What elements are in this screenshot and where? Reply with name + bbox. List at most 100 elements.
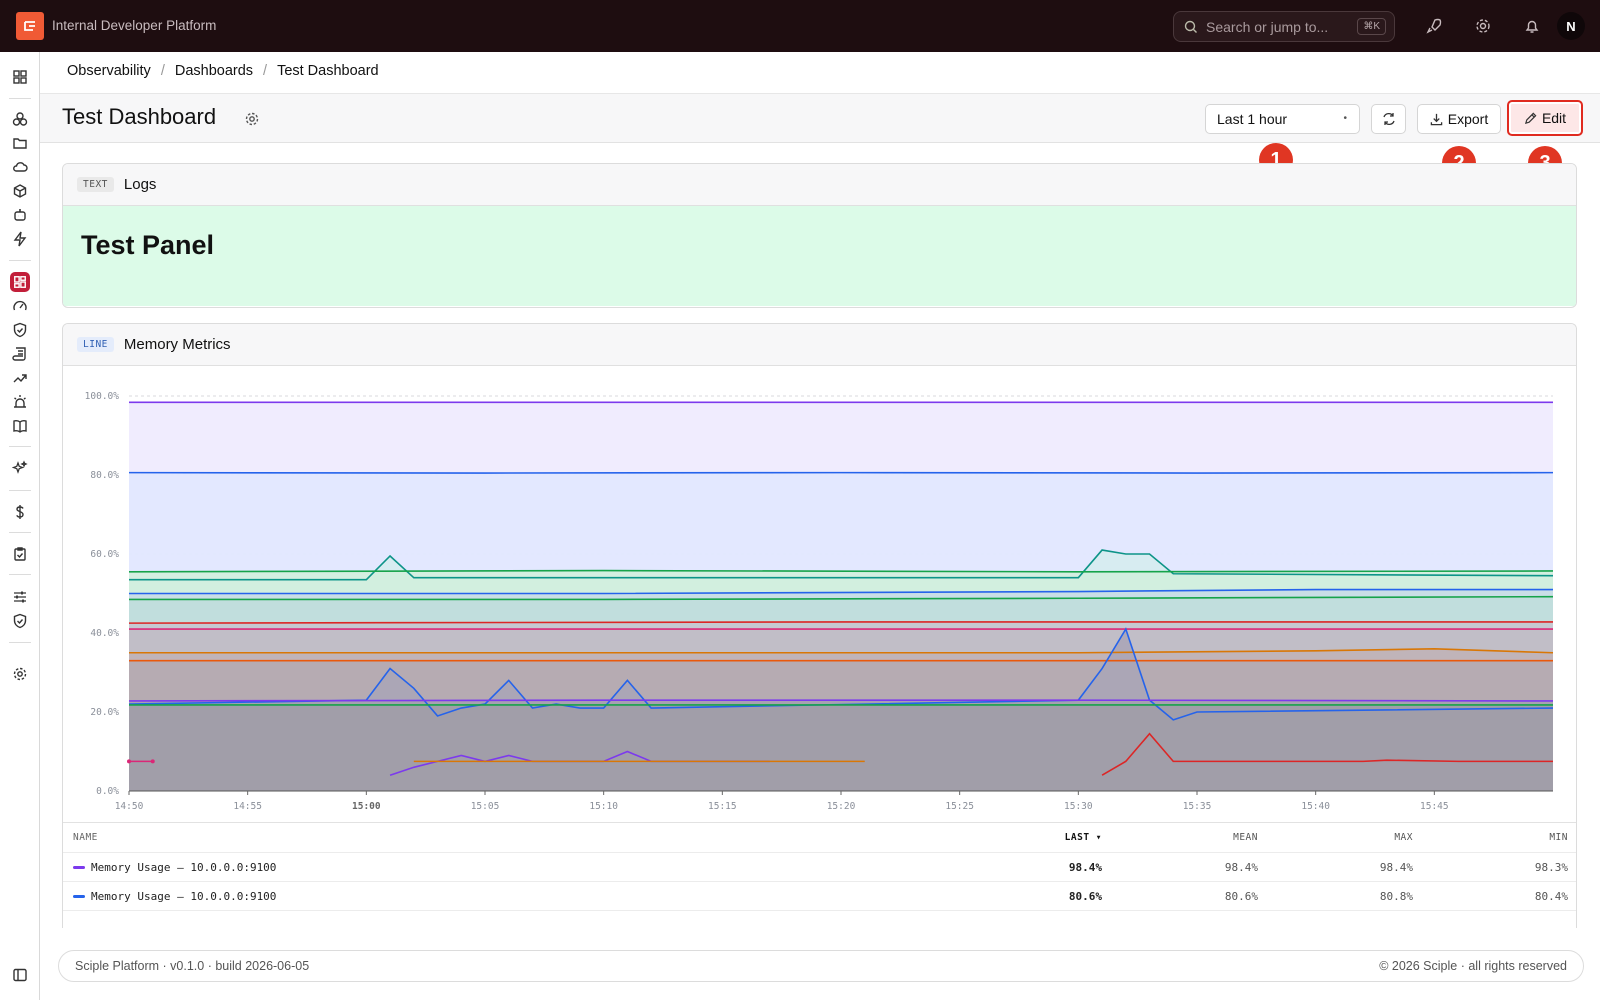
legend-min: 98.3% bbox=[1534, 860, 1568, 874]
dollar-icon[interactable] bbox=[10, 502, 30, 522]
clipboard-check-icon[interactable] bbox=[10, 544, 30, 564]
gear-icon[interactable] bbox=[1471, 14, 1495, 38]
legend-col-max[interactable]: MAX bbox=[1394, 832, 1413, 843]
rocket-icon[interactable] bbox=[1422, 14, 1446, 38]
y-tick-label: 20.0% bbox=[90, 707, 119, 718]
line-panel: LINE Memory Metrics 0.0% 20.0% 40.0% 60.0% 8… bbox=[62, 323, 1577, 928]
series-line bbox=[389, 750, 770, 776]
series-area bbox=[129, 704, 1553, 791]
y-tick-label: 40.0% bbox=[90, 628, 119, 639]
y-tick-label: 0.0% bbox=[96, 786, 119, 797]
sidebar bbox=[0, 52, 40, 1000]
gauge-icon[interactable] bbox=[10, 296, 30, 316]
series-line bbox=[129, 549, 1554, 581]
series-line bbox=[129, 647, 1554, 654]
time-range-select[interactable]: Last 1 hour • bbox=[1205, 104, 1360, 134]
panel-type-tag: LINE bbox=[77, 337, 114, 352]
export-button[interactable]: Export bbox=[1417, 104, 1501, 134]
edit-label: Edit bbox=[1541, 110, 1567, 126]
bell-icon[interactable] bbox=[1520, 14, 1544, 38]
search-icon bbox=[1184, 20, 1197, 33]
search-box[interactable]: ⌘K bbox=[1173, 11, 1395, 42]
sidebar-divider bbox=[9, 532, 31, 533]
legend-col-min[interactable]: MIN bbox=[1549, 832, 1568, 843]
x-tick-label: 15:15 bbox=[708, 801, 737, 812]
series-line bbox=[128, 621, 1553, 624]
series-point bbox=[150, 759, 155, 764]
legend-col-last[interactable]: LAST ▾ bbox=[1064, 832, 1102, 843]
x-tick-label: 14:55 bbox=[233, 801, 262, 812]
scroll-icon[interactable] bbox=[10, 344, 30, 364]
x-tick-label: 15:30 bbox=[1064, 801, 1093, 812]
grid-icon[interactable] bbox=[10, 67, 30, 87]
chevron-down-icon: • bbox=[1343, 113, 1347, 124]
dashboard-header bbox=[40, 93, 1600, 143]
download-icon bbox=[1430, 113, 1443, 125]
legend-swatch bbox=[73, 865, 85, 869]
sparkles-icon[interactable] bbox=[10, 458, 30, 478]
legend-min: 80.4% bbox=[1534, 889, 1568, 903]
memory-chart-svg: 0.0% 20.0% 40.0% 60.0% 80.0% 100.0% 14:50 14:55… bbox=[85, 391, 1554, 812]
breadcrumb-observability[interactable]: Observability bbox=[67, 63, 151, 79]
x-tick-label: 15:40 bbox=[1301, 801, 1330, 812]
footer: Sciple Platform · v0.1.0 · build 2026-06… bbox=[58, 950, 1584, 982]
series-line bbox=[129, 595, 1554, 601]
legend-col-mean[interactable]: MEAN bbox=[1233, 832, 1258, 843]
text-panel-body: Test Panel bbox=[63, 206, 1576, 306]
x-tick-label: 15:05 bbox=[471, 801, 500, 812]
breadcrumb-separator: / bbox=[160, 63, 165, 79]
trend-icon[interactable] bbox=[10, 368, 30, 388]
x-tick-label: 14:50 bbox=[115, 801, 144, 812]
time-range-value: Last 1 hour bbox=[1217, 111, 1288, 127]
legend-max: 98.4% bbox=[1379, 860, 1413, 874]
legend-series-label: Memory Usage — 10.0.0.0:9100 bbox=[91, 860, 277, 874]
legend-series-name: Memory Usage — 10.0.0.0:9100 bbox=[73, 890, 276, 903]
breadcrumb-dashboards[interactable]: Dashboards bbox=[174, 63, 254, 79]
page-title: Test Dashboard bbox=[62, 104, 217, 129]
x-tick-label: 15:25 bbox=[945, 801, 974, 812]
cube-icon[interactable] bbox=[10, 181, 30, 201]
robot-icon[interactable] bbox=[10, 205, 30, 225]
settings-icon[interactable] bbox=[10, 664, 30, 684]
breadcrumb-separator: / bbox=[263, 63, 268, 79]
refresh-icon bbox=[1382, 112, 1395, 126]
app-logo[interactable] bbox=[16, 12, 44, 40]
footer-version: Sciple Platform · v0.1.0 · build 2026-06… bbox=[75, 959, 310, 973]
breadcrumb-current: Test Dashboard bbox=[277, 63, 379, 79]
cloud-icon[interactable] bbox=[10, 157, 30, 177]
y-tick-label: 100.0% bbox=[85, 391, 120, 402]
sliders-icon[interactable] bbox=[10, 587, 30, 607]
x-tick-label: 15:45 bbox=[1420, 801, 1449, 812]
legend-series-label: Memory Usage — 10.0.0.0:9100 bbox=[91, 889, 277, 903]
series-line bbox=[1101, 732, 1553, 776]
legend-col-name[interactable]: NAME bbox=[73, 832, 98, 843]
dashboard-settings-icon[interactable] bbox=[244, 111, 260, 132]
panel-header: TEXT Logs bbox=[63, 164, 1576, 206]
y-tick-label: 80.0% bbox=[90, 470, 119, 481]
sidebar-toggle-icon[interactable] bbox=[10, 965, 30, 985]
refresh-button[interactable] bbox=[1371, 104, 1406, 134]
pencil-icon bbox=[1524, 112, 1537, 124]
folder-icon[interactable] bbox=[10, 133, 30, 153]
components-icon[interactable] bbox=[10, 109, 30, 129]
book-icon[interactable] bbox=[10, 416, 30, 436]
shield-check-icon[interactable] bbox=[10, 320, 30, 340]
legend-row[interactable]: Memory Usage — 10.0.0.0:9100 80.6% 80.6%… bbox=[63, 882, 1576, 911]
legend-row[interactable]: Memory Usage — 10.0.0.0:9100 98.4% 98.4%… bbox=[63, 853, 1576, 882]
edit-button[interactable]: Edit bbox=[1507, 100, 1583, 136]
dashboard-icon[interactable] bbox=[10, 272, 30, 292]
panel-title: Memory Metrics bbox=[123, 336, 231, 353]
sidebar-divider bbox=[9, 260, 31, 261]
logo-icon bbox=[24, 21, 35, 31]
y-tick-label: 60.0% bbox=[90, 549, 119, 560]
legend-last: 98.4% bbox=[1068, 860, 1102, 874]
series-line bbox=[128, 699, 1554, 702]
siren-icon[interactable] bbox=[10, 392, 30, 412]
search-input[interactable] bbox=[1206, 18, 1356, 35]
x-tick-label: 15:20 bbox=[827, 801, 856, 812]
sidebar-divider bbox=[9, 98, 31, 99]
bolt-icon[interactable] bbox=[10, 229, 30, 249]
shield-icon[interactable] bbox=[10, 611, 30, 631]
sidebar-divider bbox=[9, 642, 31, 643]
avatar[interactable]: N bbox=[1557, 12, 1585, 40]
